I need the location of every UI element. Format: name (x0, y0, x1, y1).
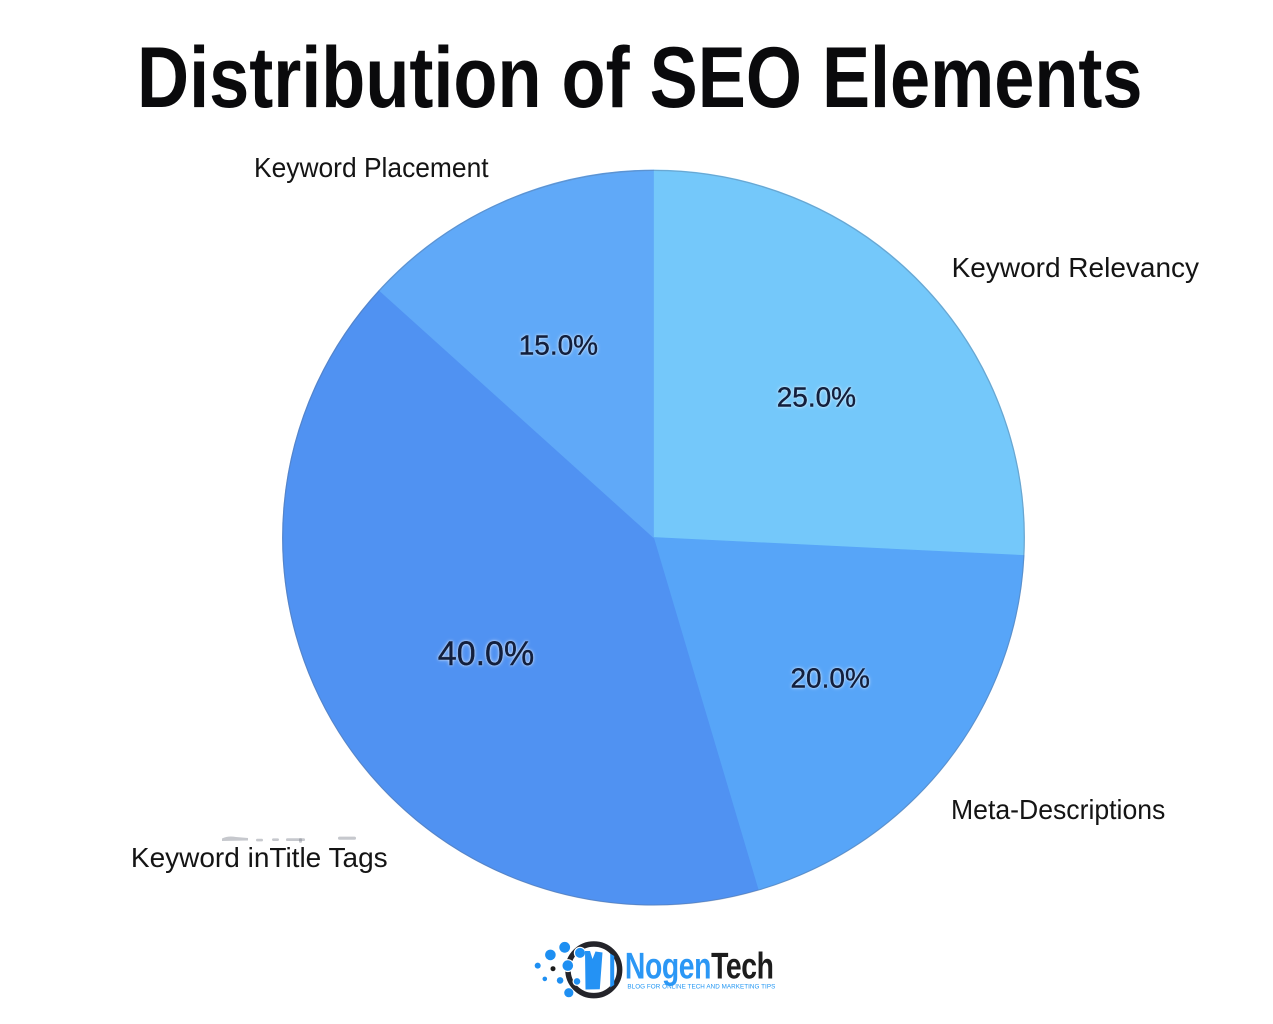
svg-text:BLOG FOR ONLINE TECH AND MARKE: BLOG FOR ONLINE TECH AND MARKETING TIPS (627, 984, 775, 991)
svg-text:NogenTech: NogenTech (625, 945, 774, 987)
